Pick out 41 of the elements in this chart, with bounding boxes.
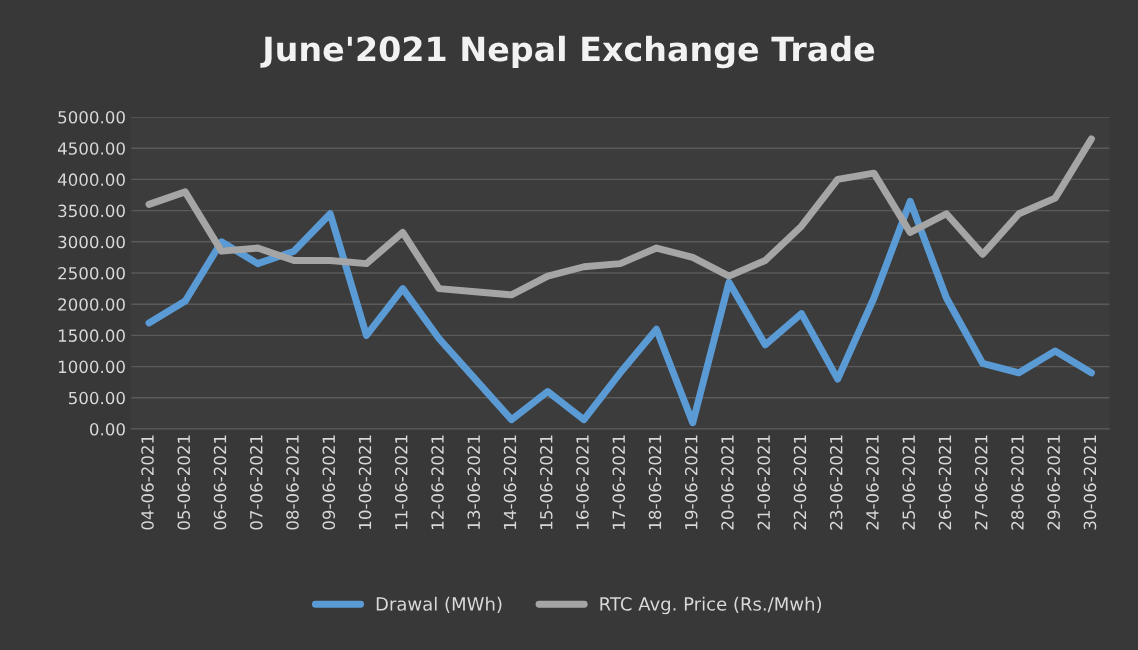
chart-title: June'2021 Nepal Exchange Trade [260, 35, 875, 69]
x-tick-label: 22-06-2021 [793, 435, 807, 530]
y-tick-label: 4000.00 [57, 173, 125, 186]
y-tick-label: 0.00 [90, 422, 125, 436]
x-tick-label: 06-06-2021 [213, 435, 227, 530]
x-tick-label: 25-06-2021 [902, 435, 916, 530]
x-tick-label: 12-06-2021 [431, 435, 444, 529]
x-tick-label: 07-06-2021 [249, 435, 263, 530]
x-tick-label: 27-06-2021 [974, 435, 988, 530]
x-tick-label: 04-06-2021 [141, 435, 154, 530]
y-tick-label: 1000.00 [58, 360, 125, 374]
x-tick-label: 20-06-2021 [721, 435, 734, 530]
x-tick-label: 26-06-2021 [938, 435, 952, 530]
x-tick-label: 11-06-2021 [394, 435, 408, 529]
x-tick-label: 09-06-2021 [322, 435, 336, 530]
legend-label: Drawal (MWh) [376, 596, 502, 613]
x-tick-label: 05-06-2021 [177, 435, 191, 530]
x-tick-label: 21-06-2021 [757, 435, 771, 530]
y-tick-label: 4500.00 [57, 142, 125, 155]
y-tick-label: 2000.00 [58, 298, 125, 311]
x-tick-label: 19-06-2021 [684, 435, 698, 529]
x-tick-label: 10-06-2021 [358, 435, 372, 529]
x-tick-label: 15-06-2021 [539, 435, 553, 529]
x-tick-label: 30-06-2021 [1083, 435, 1097, 530]
x-tick-label: 18-06-2021 [648, 435, 662, 529]
legend-label: RTC Avg. Price (Rs./Mwh) [600, 596, 822, 615]
y-tick-label: 1500.00 [58, 329, 125, 342]
x-tick-label: 08-06-2021 [286, 435, 299, 530]
x-tick-label: 13-06-2021 [467, 435, 481, 529]
y-tick-label: 3000.00 [58, 235, 125, 249]
y-tick-label: 5000.00 [58, 110, 125, 124]
x-tick-label: 14-06-2021 [503, 435, 517, 529]
y-tick-label: 3500.00 [58, 204, 125, 218]
x-tick-label: 28-06-2021 [1011, 435, 1024, 530]
x-tick-label: 23-06-2021 [829, 435, 843, 530]
y-tick-label: 500.00 [68, 391, 125, 405]
y-tick-label: 2500.00 [58, 266, 125, 280]
x-tick-label: 16-06-2021 [576, 435, 589, 529]
x-tick-label: 17-06-2021 [612, 435, 626, 529]
x-tick-label: 29-06-2021 [1047, 435, 1061, 530]
x-tick-label: 24-06-2021 [866, 435, 879, 530]
